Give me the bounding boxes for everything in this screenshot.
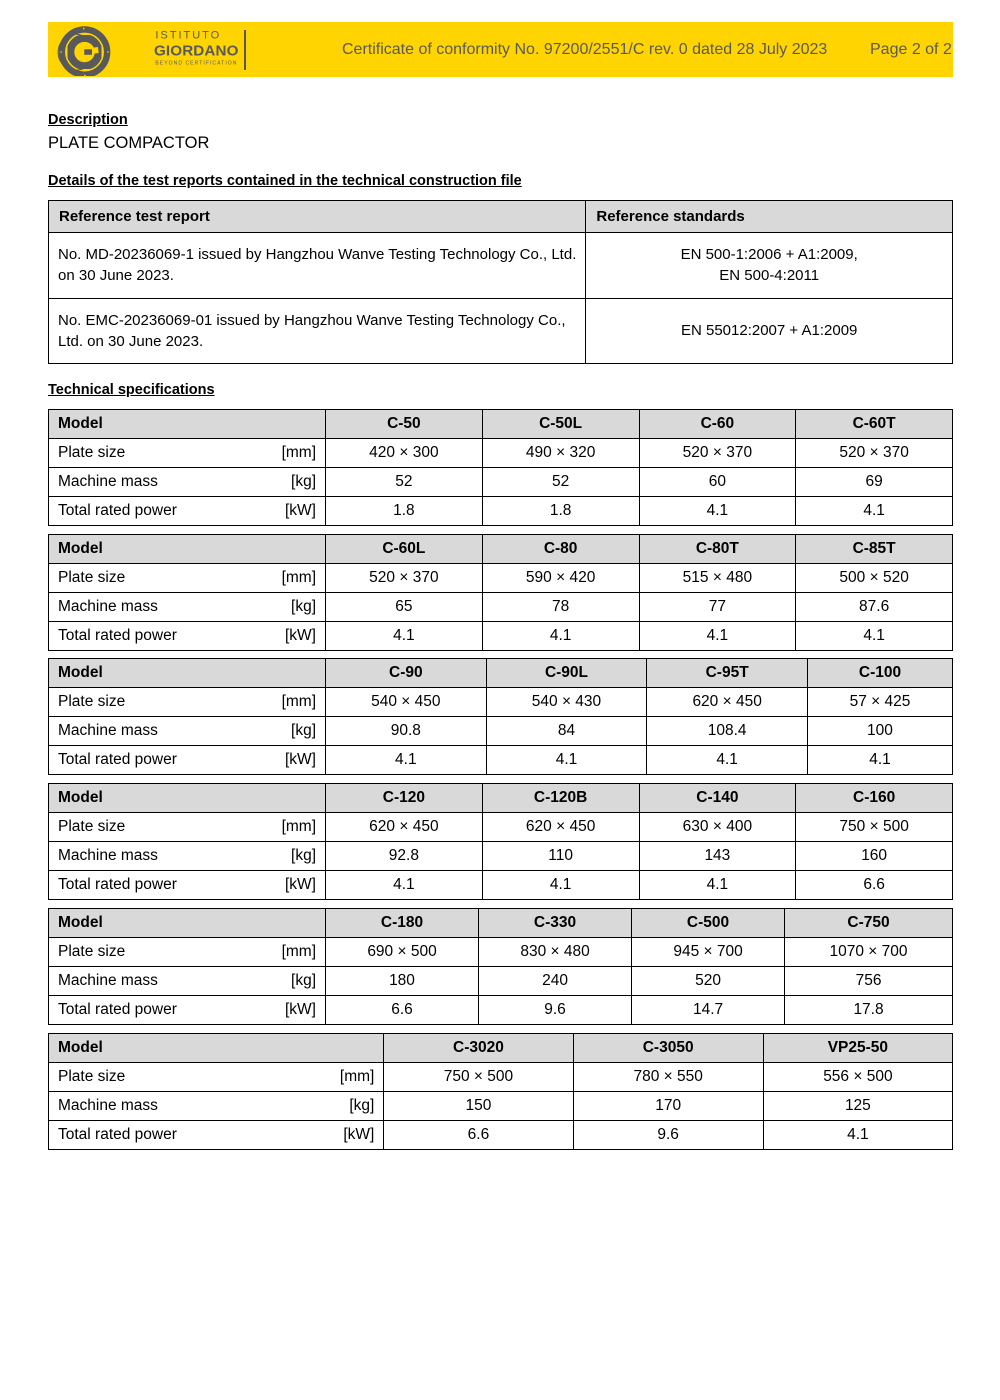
svg-text:GIORDANO: GIORDANO (154, 43, 239, 60)
svg-text:ISTITUTO: ISTITUTO (155, 30, 221, 42)
svg-text:BEYOND CERTIFICATION: BEYOND CERTIFICATION (155, 60, 237, 66)
